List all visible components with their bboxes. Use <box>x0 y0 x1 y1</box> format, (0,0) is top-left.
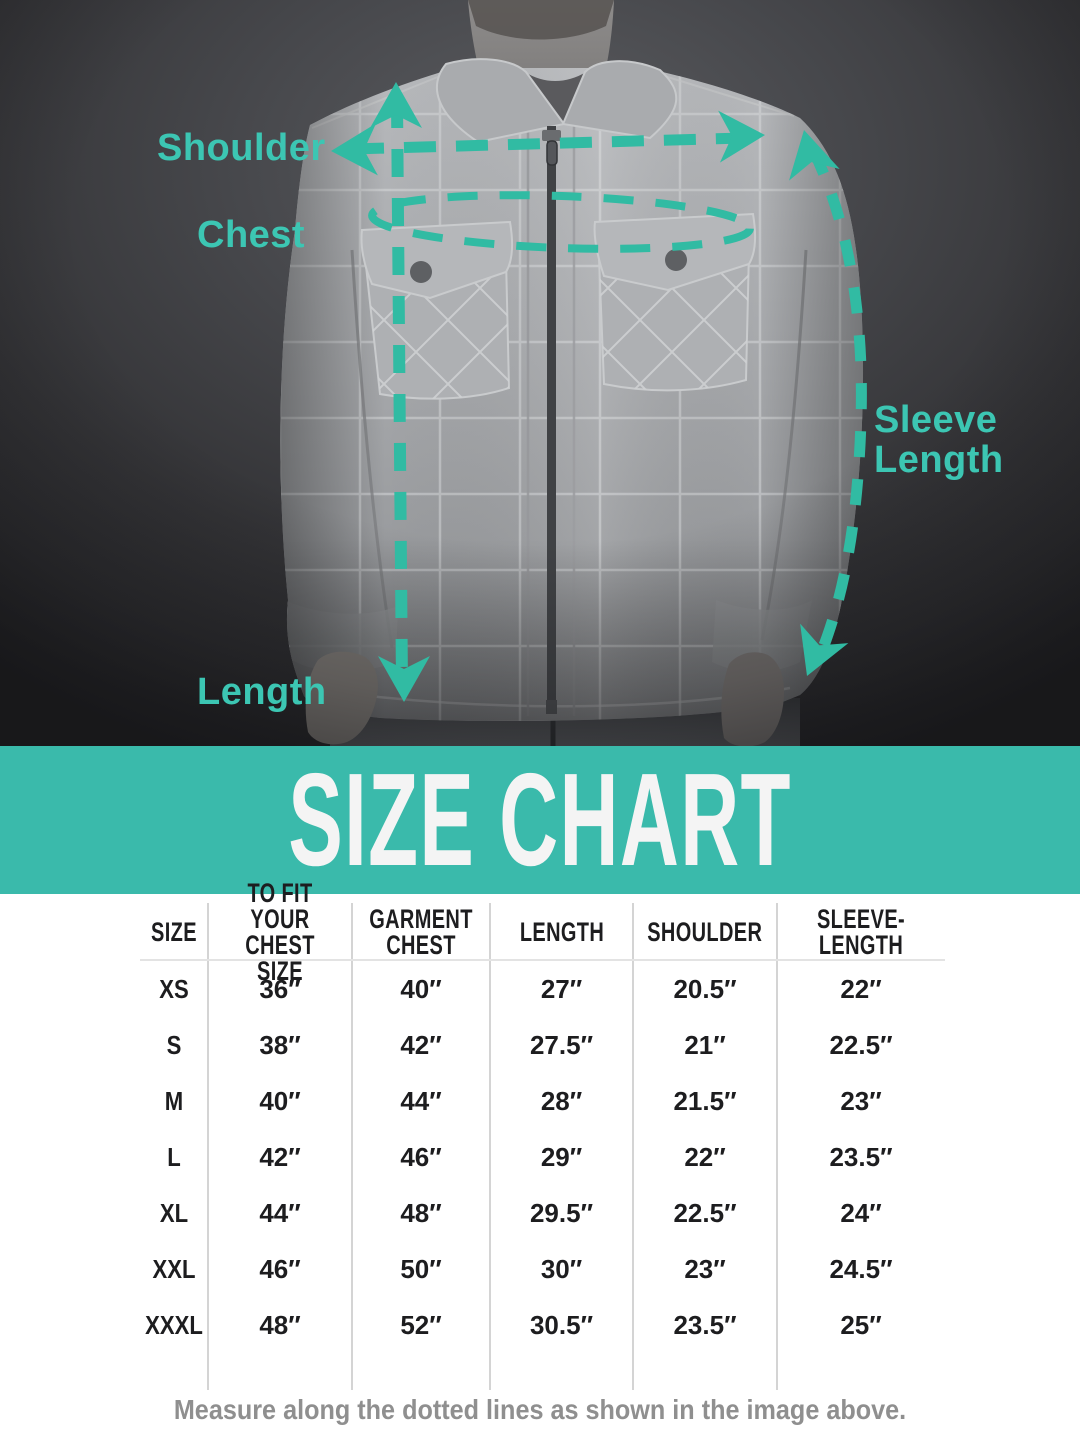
arrow-up-icon <box>789 130 840 181</box>
table-cell: 44″ <box>259 1197 301 1228</box>
table-cell: 27.5″ <box>529 1029 594 1060</box>
table-cell: 28″ <box>540 1085 583 1116</box>
column-divider <box>207 903 209 1390</box>
arrow-down-icon <box>800 623 849 676</box>
product-photo: Shoulder Chest Sleeve Length Length <box>0 0 1080 746</box>
table-cell: 38″ <box>259 1029 301 1060</box>
banner-title: SIZE CHART <box>288 746 792 893</box>
table-cell: 24″ <box>840 1197 882 1228</box>
column-divider <box>489 903 491 1390</box>
length-label: Length <box>197 671 327 713</box>
table-cell: 50″ <box>400 1253 442 1284</box>
col-header-to-fit-chest: TO FIT YOUR CHEST SIZE <box>208 880 352 985</box>
col-header-garment-chest: GARMENT CHEST <box>352 903 490 961</box>
table-cell: 44″ <box>400 1085 442 1116</box>
header-divider <box>140 959 945 961</box>
table-cell: 20.5″ <box>673 973 737 1004</box>
table-cell: 23.5″ <box>829 1141 893 1172</box>
table-cell: 22.5″ <box>829 1029 893 1060</box>
measure-note: Measure along the dotted lines as shown … <box>173 1394 907 1425</box>
col-header-sleeve-length: SLEEVE-LENGTH <box>777 903 945 961</box>
table-cell: 25″ <box>840 1309 882 1340</box>
table-cell: 27″ <box>540 973 583 1004</box>
table-cell: 23.5″ <box>673 1309 737 1340</box>
size-label: M <box>164 1085 184 1116</box>
table-cell: 46″ <box>400 1141 442 1172</box>
header-line: SHOULDER <box>647 917 763 947</box>
table-cell: 30″ <box>540 1253 583 1284</box>
table-cell: 42″ <box>400 1029 442 1060</box>
model-photo-svg <box>0 0 1080 746</box>
table-cell: 21.5″ <box>673 1085 737 1116</box>
arrow-left-icon <box>331 123 378 176</box>
arrow-right-icon <box>718 110 765 163</box>
sleeve-length-label: Sleeve Length <box>874 399 1004 481</box>
table-cell: 22″ <box>840 973 882 1004</box>
header-line: GARMENT <box>369 904 473 934</box>
header-line: TO FIT YOUR <box>247 878 313 934</box>
table-cell: 48″ <box>259 1309 301 1340</box>
chest-label: Chest <box>197 214 306 256</box>
column-divider <box>776 903 778 1390</box>
table-cell: 29″ <box>540 1141 583 1172</box>
shoulder-label: Shoulder <box>157 127 326 169</box>
col-header-length: LENGTH <box>490 903 633 961</box>
arrow-down-icon <box>378 656 430 702</box>
table-cell: 22″ <box>684 1141 726 1172</box>
size-chart-banner: SIZE CHART <box>0 746 1080 894</box>
col-header-size: SIZE <box>140 903 208 961</box>
table-cell: 40″ <box>400 973 442 1004</box>
shoulder-measure-line <box>331 110 765 176</box>
size-table: SIZE TO FIT YOUR CHEST SIZE GARMENT CHEST … <box>140 880 945 1390</box>
size-label: XS <box>159 973 189 1004</box>
table-cell: 42″ <box>259 1141 301 1172</box>
table-cell: 30.5″ <box>529 1309 594 1340</box>
table-cell: 24.5″ <box>829 1253 893 1284</box>
column-divider <box>351 903 353 1390</box>
table-cell: 23″ <box>840 1085 882 1116</box>
table-cell: 46″ <box>259 1253 301 1284</box>
length-measure-line <box>370 82 430 702</box>
size-label: L <box>167 1141 181 1172</box>
header-line: SIZE <box>151 917 197 947</box>
table-cell: 52″ <box>400 1309 442 1340</box>
header-line: LENGTH <box>519 917 604 947</box>
chest-measure-ellipse <box>368 191 754 253</box>
table-cell: 21″ <box>684 1029 726 1060</box>
header-line: CHEST <box>386 930 456 960</box>
table-cell: 23″ <box>684 1253 726 1284</box>
table-cell: 40″ <box>259 1085 301 1116</box>
size-label: XXXL <box>145 1309 203 1340</box>
sleeve-measure-line <box>789 130 867 676</box>
vignette-overlay <box>0 0 1080 746</box>
table-cell: 36″ <box>259 973 301 1004</box>
size-label: XXL <box>152 1253 196 1284</box>
column-divider <box>632 903 634 1390</box>
table-section: SIZE TO FIT YOUR CHEST SIZE GARMENT CHEST … <box>0 880 1080 1440</box>
header-line: CHEST SIZE <box>245 930 315 986</box>
header-line: SLEEVE-LENGTH <box>816 904 906 960</box>
table-cell: 48″ <box>400 1197 442 1228</box>
arrow-up-icon <box>370 82 422 128</box>
col-header-shoulder: SHOULDER <box>633 903 777 961</box>
size-label: S <box>166 1029 182 1060</box>
table-cell: 22.5″ <box>673 1197 737 1228</box>
size-label: XL <box>159 1197 189 1228</box>
table-cell: 29.5″ <box>529 1197 594 1228</box>
size-table-grid: SIZE TO FIT YOUR CHEST SIZE GARMENT CHEST … <box>140 880 945 1353</box>
